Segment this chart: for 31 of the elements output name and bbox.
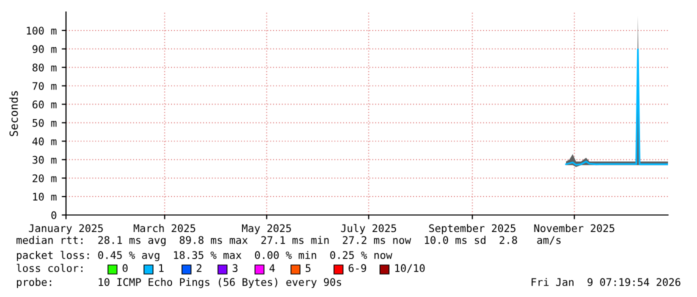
y-tick-label: 50 m xyxy=(32,118,56,127)
text: packet loss: 0.45 % avg 18.35 % max 0.00 % min 0.25 % now xyxy=(16,250,392,262)
x-tick-label: September 2025 xyxy=(429,224,516,234)
text: 0 xyxy=(122,264,128,272)
x-tick-label: March 2025 xyxy=(134,224,196,232)
text: 3 xyxy=(232,264,238,272)
x-tick-label: July 2025 xyxy=(341,224,396,234)
x-tick-label: May 2025 xyxy=(242,224,291,234)
text: probe: 10 ICMP Echo Pings (56 Bytes) every 90s xyxy=(16,278,342,288)
y-tick-label: 20 m xyxy=(32,174,56,182)
y-tick-label: 0 xyxy=(51,211,56,220)
text: 5 xyxy=(306,264,310,272)
text: 6-9 xyxy=(348,264,366,272)
y-tick-label: 10 m xyxy=(33,192,56,201)
text: loss color: xyxy=(16,264,82,272)
x-tick-label: January 2025 xyxy=(28,224,103,234)
text: Fri Jan 9 07:19:54 2026 xyxy=(532,278,680,286)
y-tick-label: 100 m xyxy=(26,26,56,35)
text: 2 xyxy=(196,264,202,272)
text: median rtt: 28.1 ms avg 89.8 ms max 27.1 ms min 27.2 ms now 10.0 ms sd 2.8 am/s xyxy=(16,236,561,246)
text: 4 xyxy=(270,264,275,272)
y-tick-label: 90 m xyxy=(32,45,56,54)
x-tick-label: November 2025 xyxy=(534,224,614,232)
y-tick-label: 60 m xyxy=(32,100,56,108)
y-tick-label: 80 m xyxy=(32,64,56,72)
text: 10/10 xyxy=(395,264,425,273)
y-tick-label: 30 m xyxy=(32,156,56,164)
y-axis-title: Seconds xyxy=(9,91,18,136)
text: 1 xyxy=(159,264,164,272)
y-tick-label: 40 m xyxy=(32,137,56,146)
y-tick-label: 70 m xyxy=(32,82,56,90)
